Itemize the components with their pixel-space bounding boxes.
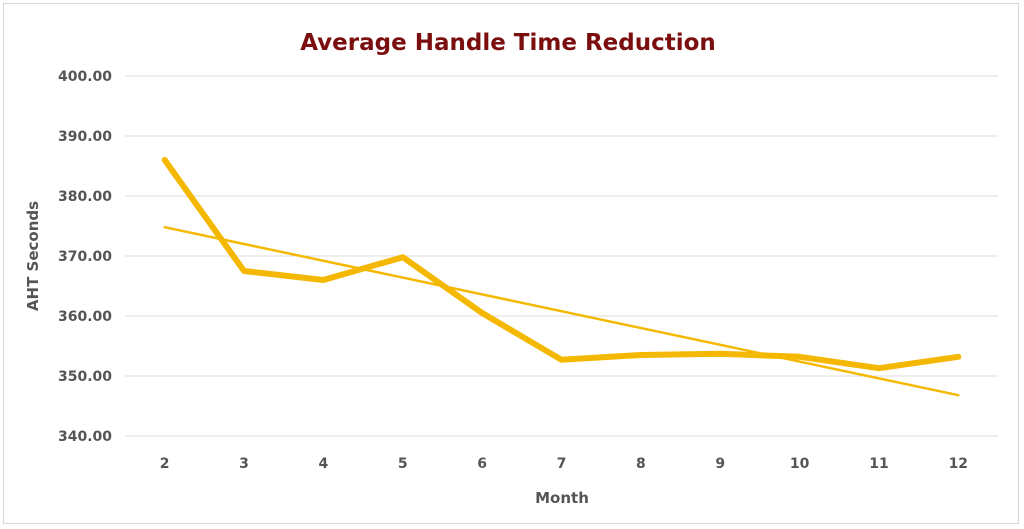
trendline-layer (163, 225, 960, 397)
y-axis-label: AHT Seconds (24, 201, 42, 311)
x-tick-label: 7 (557, 456, 567, 472)
y-tick-label: 400.00 (58, 69, 112, 85)
y-tick-label: 360.00 (58, 309, 112, 325)
x-tick-label: 3 (239, 456, 249, 472)
x-tick-label: 11 (869, 456, 888, 472)
x-tick-label: 9 (715, 456, 725, 472)
gridlines (125, 75, 998, 437)
trendline (163, 225, 960, 397)
chart-frame (3, 3, 1019, 524)
x-tick-label: 10 (790, 456, 810, 472)
x-tick-label: 6 (477, 456, 487, 472)
series-layer (161, 157, 962, 372)
y-tick-label: 390.00 (58, 129, 112, 145)
x-tick-label: 12 (949, 456, 968, 472)
x-axis-tick-labels: 2 3 4 5 6 7 8 9 10 11 12 (160, 456, 968, 472)
x-axis-label: Month (535, 489, 589, 507)
series-line (161, 157, 962, 372)
y-tick-label: 370.00 (58, 249, 112, 265)
y-tick-label: 340.00 (58, 429, 112, 445)
chart-title: Average Handle Time Reduction (300, 30, 716, 56)
x-tick-label: 2 (160, 456, 170, 472)
y-tick-label: 380.00 (58, 189, 112, 205)
x-tick-label: 4 (319, 456, 329, 472)
y-tick-label: 350.00 (58, 369, 112, 385)
x-tick-label: 8 (636, 456, 646, 472)
y-axis-tick-labels: 340.00 350.00 360.00 370.00 380.00 390.00 400.… (58, 69, 112, 445)
x-tick-label: 5 (398, 456, 408, 472)
